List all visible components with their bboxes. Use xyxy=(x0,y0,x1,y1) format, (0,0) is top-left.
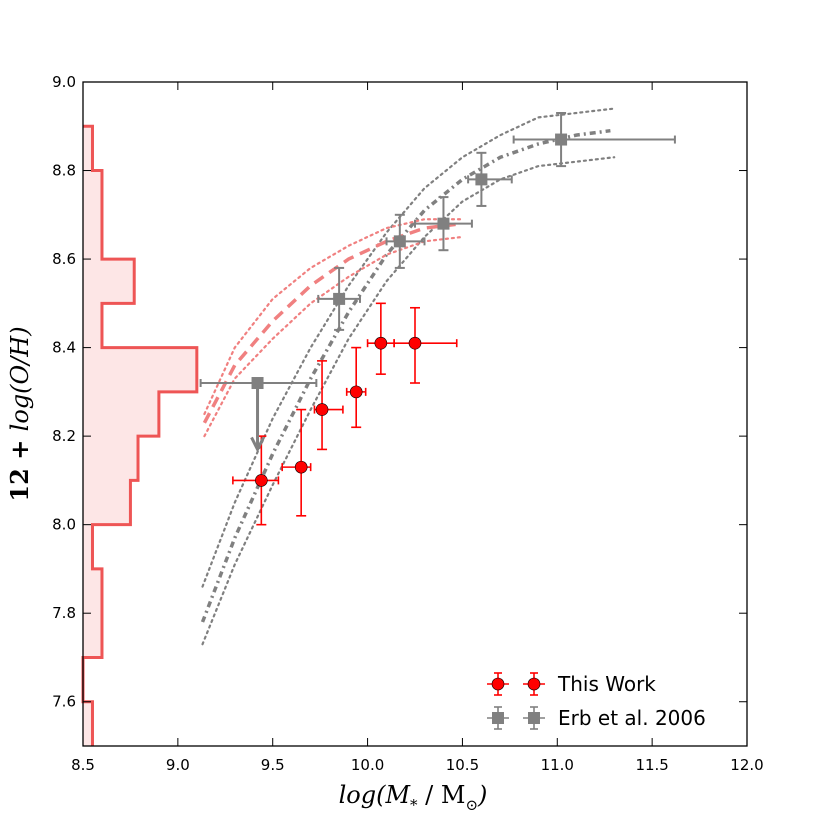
legend-item-erb-2006: Erb et al. 2006 xyxy=(487,706,706,730)
x-tick-label: 9.5 xyxy=(261,756,285,774)
y-tick-label: 8.8 xyxy=(52,162,76,180)
legend-label: Erb et al. 2006 xyxy=(558,706,706,730)
y-tick-label: 8.0 xyxy=(52,516,76,534)
data-point xyxy=(294,460,308,474)
y-tick-label: 8.4 xyxy=(52,339,76,357)
legend-item-this-work: This Work xyxy=(487,672,656,696)
legend-marker xyxy=(492,712,504,724)
legend-marker xyxy=(527,677,541,691)
series-this-work xyxy=(232,302,458,526)
axis-ticks: 8.5 9.0 9.5 10.0 10.5 11.0 11.5 12.0 7.6 7.8 8.0 8.… xyxy=(52,73,764,774)
x-tick-label: 11.0 xyxy=(541,756,574,774)
legend: This Work Erb et al. 2006 xyxy=(487,672,706,730)
data-point xyxy=(393,235,406,248)
x-tick-label: 11.5 xyxy=(635,756,668,774)
data-point xyxy=(475,173,488,186)
fit-curve-pink-lower xyxy=(203,235,464,438)
y-axis-title: 12 + log(O/H) xyxy=(5,326,34,501)
data-point xyxy=(315,403,329,416)
fit-curve-gray-central xyxy=(200,128,611,623)
legend-marker xyxy=(491,677,505,691)
data-point xyxy=(374,336,388,350)
data-point xyxy=(555,133,568,146)
x-tick-label: 9.0 xyxy=(166,756,190,774)
plot-frame xyxy=(82,81,748,747)
series-erb-2006 xyxy=(199,111,676,453)
y-tick-label: 7.6 xyxy=(52,693,76,711)
x-tick-label: 10.0 xyxy=(351,756,384,774)
legend-marker xyxy=(528,712,540,724)
data-point xyxy=(349,385,363,399)
y-tick-label: 8.2 xyxy=(52,427,76,445)
fit-curve-pink-central xyxy=(202,221,463,424)
histogram-outline xyxy=(81,124,199,746)
x-tick-label: 8.5 xyxy=(71,756,95,774)
metallicity-histogram xyxy=(81,124,199,747)
fit-curve-gray-lower xyxy=(201,156,616,646)
fit-curves xyxy=(200,107,616,646)
data-point xyxy=(408,336,422,350)
fit-curve-gray-upper xyxy=(201,107,616,588)
data-point xyxy=(251,377,264,390)
data-point xyxy=(437,217,450,230)
fit-curve-pink-upper xyxy=(203,218,464,416)
x-tick-label: 12.0 xyxy=(730,756,763,774)
y-tick-label: 9.0 xyxy=(52,73,76,91)
data-point xyxy=(333,292,346,305)
y-tick-label: 8.6 xyxy=(52,250,76,268)
x-tick-label: 10.5 xyxy=(446,756,479,774)
upper-limit-arrow xyxy=(250,436,265,453)
x-axis-title: log(M* / M⊙) xyxy=(339,781,488,814)
y-tick-label: 7.8 xyxy=(52,604,76,622)
legend-label: This Work xyxy=(557,672,656,696)
data-point xyxy=(255,474,268,487)
data-series xyxy=(199,111,676,526)
